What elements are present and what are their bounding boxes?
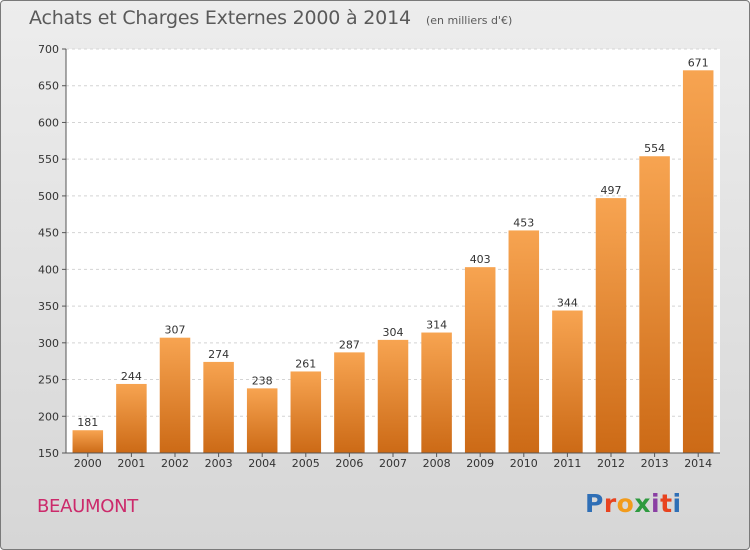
proxiti-logo: Proxiti bbox=[585, 489, 682, 518]
y-tick-label: 650 bbox=[38, 80, 59, 93]
x-tick-label: 2006 bbox=[335, 457, 363, 470]
data-label-2011: 344 bbox=[557, 296, 578, 309]
bar-2007 bbox=[377, 339, 409, 453]
x-tick-label: 2010 bbox=[510, 457, 538, 470]
x-tick-label: 2004 bbox=[248, 457, 276, 470]
bar-2014 bbox=[682, 70, 714, 453]
x-tick-label: 2014 bbox=[684, 457, 712, 470]
logo-letter: t bbox=[660, 489, 673, 518]
data-label-2012: 497 bbox=[601, 184, 622, 197]
x-tick-label: 2012 bbox=[597, 457, 625, 470]
chart-title: Achats et Charges Externes 2000 à 2014 bbox=[29, 7, 411, 29]
logo-letter: o bbox=[616, 489, 635, 518]
data-label-2004: 238 bbox=[252, 374, 273, 387]
x-tick-label: 2008 bbox=[423, 457, 451, 470]
bar-2010 bbox=[508, 230, 540, 453]
bar-2003 bbox=[203, 361, 234, 453]
y-tick-label: 550 bbox=[38, 153, 59, 166]
bar-2008 bbox=[421, 332, 452, 453]
data-label-2009: 403 bbox=[470, 253, 491, 266]
data-label-2014: 671 bbox=[688, 56, 709, 69]
bar-2000 bbox=[72, 430, 104, 453]
grid-lines bbox=[66, 48, 720, 417]
x-tick-label: 2001 bbox=[117, 457, 145, 470]
bar-2004 bbox=[246, 388, 278, 453]
bar-2002 bbox=[159, 337, 191, 453]
bar-2012 bbox=[595, 198, 627, 453]
x-tick-label: 2000 bbox=[74, 457, 102, 470]
bar-2006 bbox=[334, 352, 365, 453]
bar-2013 bbox=[639, 156, 670, 453]
data-label-2002: 307 bbox=[165, 324, 186, 337]
bar-2009 bbox=[464, 267, 496, 453]
x-tick-label: 2013 bbox=[641, 457, 669, 470]
data-labels: 181 244 307 274 238 261 287 304 314 403 453 344 497 5… bbox=[77, 56, 708, 429]
logo-letter: i bbox=[651, 489, 661, 518]
data-label-2008: 314 bbox=[426, 319, 447, 332]
y-tick-label: 600 bbox=[38, 116, 59, 129]
data-label-2000: 181 bbox=[77, 416, 98, 429]
logo-letter: x bbox=[634, 489, 651, 518]
x-tick-label: 2003 bbox=[205, 457, 233, 470]
x-tick-label: 2005 bbox=[292, 457, 320, 470]
y-tick-label: 400 bbox=[38, 263, 59, 276]
data-label-2007: 304 bbox=[383, 326, 404, 339]
bar-2005 bbox=[290, 371, 322, 453]
y-tick-label: 500 bbox=[38, 190, 59, 203]
y-tick-label: 450 bbox=[38, 227, 59, 240]
data-label-2010: 453 bbox=[513, 216, 534, 229]
x-tick-label: 2002 bbox=[161, 457, 189, 470]
data-label-2005: 261 bbox=[295, 357, 316, 370]
y-tick-label: 700 bbox=[38, 43, 59, 56]
y-tick-label: 250 bbox=[38, 374, 59, 387]
data-label-2003: 274 bbox=[208, 348, 229, 361]
axes: 150 200 250 300 350 400 450 500 550 600 650 700 2000… bbox=[38, 43, 720, 470]
bars bbox=[72, 70, 714, 453]
data-label-2013: 554 bbox=[644, 142, 665, 155]
x-tick-label: 2011 bbox=[553, 457, 581, 470]
y-tick-label: 200 bbox=[38, 410, 59, 423]
x-tick-label: 2009 bbox=[466, 457, 494, 470]
location-label: BEAUMONT bbox=[37, 496, 138, 517]
data-label-2001: 244 bbox=[121, 370, 142, 383]
bar-2001 bbox=[116, 383, 147, 453]
chart-subtitle: (en milliers d'€) bbox=[425, 14, 513, 27]
logo-letter: P bbox=[585, 489, 604, 518]
title-row: Achats et Charges Externes 2000 à 2014 (… bbox=[29, 7, 512, 29]
bar-2011 bbox=[552, 310, 583, 453]
y-tick-label: 300 bbox=[38, 337, 59, 350]
y-tick-label: 150 bbox=[38, 447, 59, 460]
data-label-2006: 287 bbox=[339, 338, 360, 351]
logo-letter: r bbox=[603, 489, 617, 518]
logo-letter: i bbox=[672, 489, 682, 518]
y-tick-label: 350 bbox=[38, 300, 59, 313]
x-tick-label: 2007 bbox=[379, 457, 407, 470]
